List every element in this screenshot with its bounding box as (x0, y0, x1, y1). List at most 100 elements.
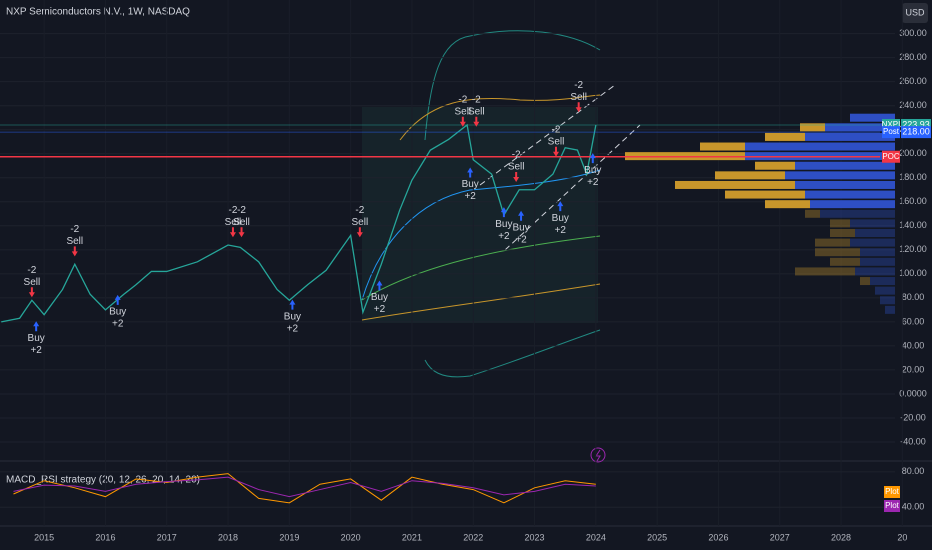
sell-arrow (553, 146, 560, 157)
signal-qty: +2 (498, 231, 510, 242)
volume-up (855, 267, 895, 276)
buy-arrow (114, 294, 121, 305)
price-tag-name: Post (883, 127, 900, 136)
buy-arrow (500, 207, 507, 218)
x-tick-label: 20 (897, 532, 907, 542)
buy-arrow (518, 210, 525, 221)
signal-qty: +2 (515, 234, 527, 245)
volume-up (850, 238, 895, 247)
volume-down (795, 267, 855, 276)
volume-up (795, 180, 895, 189)
indicator-tick-label: 40.00 (902, 502, 925, 512)
x-tick-label: 2021 (402, 532, 422, 542)
y-tick-label: 100.00 (899, 268, 927, 278)
volume-up (870, 277, 895, 286)
volume-down (800, 123, 825, 132)
alert-icon[interactable] (590, 447, 606, 463)
price-tag-bg (882, 150, 900, 163)
signal-qty: +2 (464, 191, 476, 202)
y-tick-label: 280.00 (899, 52, 927, 62)
signal-label: Buy (584, 165, 601, 176)
signal-label: Sell (225, 217, 242, 228)
x-tick-label: 2022 (463, 532, 483, 542)
volume-down (815, 248, 860, 257)
legend-swatch (884, 500, 900, 512)
sell-arrow (575, 102, 582, 113)
legend-label: Plot (885, 487, 900, 496)
signal-label: Sell (24, 277, 41, 288)
price-tag-bg (882, 126, 900, 139)
signal-qty: +2 (555, 225, 567, 236)
volume-down (805, 209, 820, 218)
band-lower (361, 283, 601, 321)
volume-up (825, 123, 895, 132)
volume-down (765, 132, 805, 141)
sell-arrow (473, 116, 480, 127)
x-tick-label: 2024 (586, 532, 606, 542)
volume-down (765, 200, 810, 209)
signal-qty: +2 (112, 318, 124, 329)
x-tick-label: 2026 (708, 532, 728, 542)
volume-down (755, 161, 795, 170)
y-tick-label: 180.00 (899, 172, 927, 182)
sell-arrow (459, 116, 466, 127)
signal-qty: -2 (355, 205, 364, 216)
volume-up (810, 200, 895, 209)
buy-arrow (289, 299, 296, 310)
price-tag-value: 223.93 (902, 119, 930, 129)
volume-down (830, 229, 855, 238)
volume-up (855, 229, 895, 238)
volume-down (860, 277, 870, 286)
buy-arrow (589, 153, 596, 164)
signal-label: Sell (508, 162, 525, 173)
buy-arrow (376, 280, 383, 291)
alert-bolt (595, 449, 601, 462)
currency-label: USD (905, 7, 925, 17)
signal-qty: -2 (574, 80, 583, 91)
volume-down (815, 238, 850, 247)
x-tick-label: 2016 (95, 532, 115, 542)
signal-label: Sell (468, 106, 485, 117)
signal-label: Sell (233, 217, 250, 228)
signal-label: Buy (371, 292, 388, 303)
band-mid (361, 169, 601, 301)
signal-label: Buy (512, 222, 529, 233)
volume-up (850, 113, 895, 122)
signal-qty: +2 (287, 323, 299, 334)
volume-up (850, 219, 895, 228)
sell-arrow (28, 287, 35, 298)
price-tag-value-bg (901, 126, 931, 139)
y-tick-label: 260.00 (899, 76, 927, 86)
signal-label: Buy (28, 333, 45, 344)
y-tick-label: 240.00 (899, 100, 927, 110)
signal-label: Sell (351, 217, 368, 228)
signal-label: Sell (548, 136, 565, 147)
x-tick-label: 2028 (831, 532, 851, 542)
volume-up (785, 171, 895, 180)
channel-lower (504, 124, 641, 251)
band-upper (399, 94, 601, 141)
signal-label: Buy (495, 219, 512, 230)
y-tick-label: 80.00 (902, 292, 925, 302)
legend-label: Plot (885, 501, 900, 510)
x-tick-label: 2015 (34, 532, 54, 542)
signal-qty: -2 (27, 265, 36, 276)
chart-title: NXP Semiconductors N.V., 1W, NASDAQ (6, 7, 190, 18)
currency-button[interactable] (902, 3, 928, 23)
volume-up (885, 305, 895, 314)
band-outer-lower (424, 329, 601, 378)
price-line (1, 123, 597, 323)
y-tick-label: 0.0000 (899, 388, 927, 398)
y-tick-label: 300.00 (899, 28, 927, 38)
band-basis (361, 235, 601, 301)
indicator-tick-label: 80.00 (902, 466, 925, 476)
volume-down (715, 171, 785, 180)
indicator-title: MACD_RSI strategy (20, 12, 26, 20, 14, 2… (6, 475, 200, 486)
volume-up (875, 286, 895, 295)
y-tick-label: 20.00 (902, 364, 925, 374)
y-tick-label: -40.00 (900, 436, 926, 446)
volume-up (820, 209, 895, 218)
y-tick-label: 60.00 (902, 316, 925, 326)
